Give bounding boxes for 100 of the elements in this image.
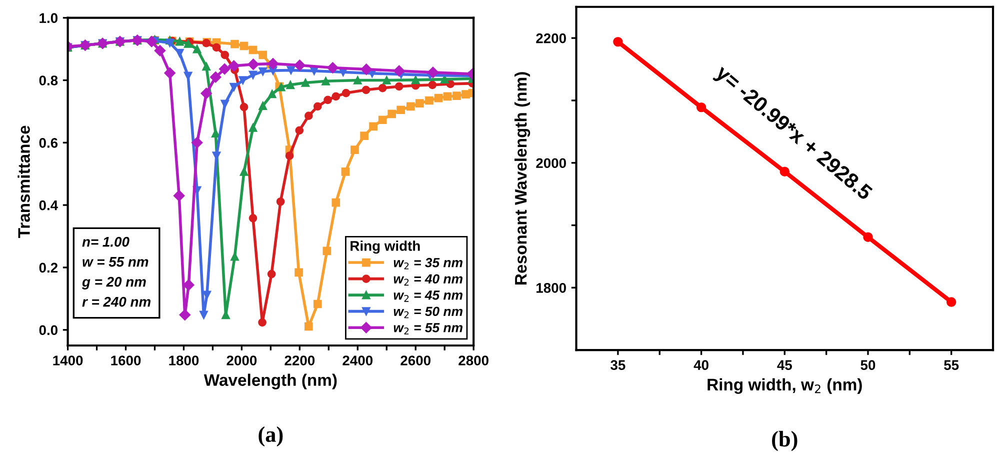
point bbox=[258, 318, 266, 327]
point bbox=[240, 168, 248, 176]
x-tick-label: 2200 bbox=[284, 356, 315, 366]
point bbox=[360, 64, 372, 75]
point bbox=[382, 76, 391, 84]
point bbox=[295, 126, 304, 135]
x-tick-label: 40 bbox=[694, 360, 708, 370]
point bbox=[327, 62, 338, 74]
legend-label: w$_{2}$ = 45 nm bbox=[394, 290, 462, 302]
point bbox=[304, 112, 313, 120]
y-tick-label: 0.2 bbox=[39, 262, 58, 273]
point bbox=[258, 67, 268, 76]
point bbox=[248, 70, 258, 80]
point bbox=[443, 92, 452, 101]
point bbox=[230, 40, 239, 48]
x-tick-label: 2000 bbox=[226, 356, 257, 366]
point bbox=[154, 44, 166, 56]
y-axis-title: Resonant Wavelength (nm) bbox=[514, 72, 530, 284]
point bbox=[202, 62, 211, 71]
point bbox=[200, 310, 208, 320]
point bbox=[218, 63, 230, 75]
x-tick-label: 55 bbox=[944, 360, 959, 370]
point bbox=[332, 198, 340, 207]
legend-label: w$_{2}$ = 40 nm bbox=[394, 274, 462, 286]
point bbox=[415, 99, 424, 108]
annotation: n= 1.00 w = 55 nm g = 20 nm r = 240 nm bbox=[82, 236, 151, 307]
point bbox=[378, 116, 387, 124]
point bbox=[394, 82, 404, 91]
point bbox=[258, 50, 268, 60]
point bbox=[696, 102, 706, 112]
point bbox=[191, 137, 203, 148]
point bbox=[258, 102, 268, 110]
point bbox=[230, 252, 239, 261]
point bbox=[341, 168, 350, 176]
y-tick-label: 0.6 bbox=[39, 138, 58, 148]
point bbox=[220, 100, 230, 108]
point bbox=[313, 102, 322, 111]
y-tick-label: 0.8 bbox=[39, 76, 58, 86]
point bbox=[360, 132, 368, 140]
point bbox=[863, 232, 873, 242]
point bbox=[427, 66, 439, 78]
x-tick-label: 2600 bbox=[400, 356, 430, 366]
point bbox=[285, 152, 294, 160]
legend-label: w$_{2}$ = 35 nm bbox=[394, 258, 462, 270]
y-tick-label: 1.0 bbox=[40, 13, 58, 23]
point bbox=[428, 80, 437, 90]
point bbox=[183, 279, 194, 291]
point bbox=[613, 36, 623, 47]
point bbox=[313, 300, 322, 308]
point bbox=[406, 102, 415, 111]
point bbox=[452, 92, 461, 100]
y-tick-label: 2200 bbox=[536, 33, 566, 44]
point bbox=[267, 270, 276, 278]
point bbox=[212, 43, 221, 52]
point bbox=[353, 76, 362, 84]
point bbox=[200, 88, 212, 99]
y-tick-label: 2000 bbox=[536, 158, 566, 168]
text: (b) bbox=[772, 430, 798, 452]
point bbox=[166, 38, 174, 47]
point bbox=[176, 48, 184, 58]
y-tick-label: 1800 bbox=[536, 282, 566, 293]
x-tick-label: 50 bbox=[860, 360, 876, 370]
point bbox=[369, 122, 378, 131]
point bbox=[286, 66, 296, 74]
x-tick-label: 35 bbox=[610, 360, 626, 370]
point bbox=[301, 78, 310, 87]
point bbox=[210, 72, 222, 83]
point bbox=[248, 46, 258, 54]
point bbox=[176, 37, 184, 46]
legend-label: w$_{2}$ = 50 nm bbox=[394, 306, 462, 318]
point bbox=[322, 246, 332, 256]
y-tick-label: 0.4 bbox=[39, 200, 58, 210]
point bbox=[238, 76, 248, 84]
point bbox=[425, 96, 434, 105]
point bbox=[322, 77, 330, 86]
point bbox=[164, 67, 176, 79]
y-axis-title: Transmittance bbox=[18, 126, 30, 238]
point bbox=[248, 58, 259, 70]
x-tick-label: 1600 bbox=[111, 356, 141, 366]
point bbox=[304, 322, 313, 331]
point bbox=[393, 65, 405, 76]
point bbox=[267, 58, 279, 70]
text: (a) bbox=[258, 426, 283, 447]
x-tick-label: 2800 bbox=[458, 356, 488, 366]
point bbox=[230, 82, 238, 92]
point bbox=[294, 60, 306, 71]
point bbox=[396, 106, 405, 114]
point bbox=[286, 80, 295, 90]
point bbox=[173, 190, 185, 202]
x-axis-title: Wavelength (nm) bbox=[204, 374, 337, 390]
point bbox=[179, 309, 190, 321]
point bbox=[228, 60, 240, 72]
point bbox=[362, 86, 370, 94]
point bbox=[294, 268, 303, 277]
point bbox=[248, 124, 258, 132]
point bbox=[192, 44, 202, 54]
x-tick-label: 45 bbox=[777, 360, 792, 370]
legend-title: Ring width bbox=[350, 240, 420, 254]
point bbox=[350, 146, 359, 154]
x-tick-label: 1400 bbox=[53, 356, 83, 366]
